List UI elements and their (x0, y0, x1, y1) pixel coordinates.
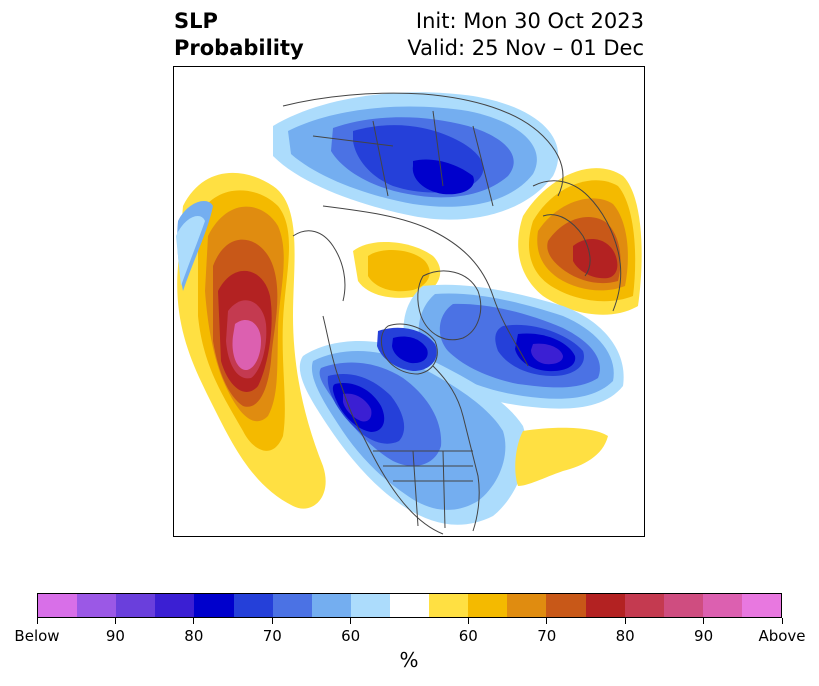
colorbar-tick-label: 80 (184, 627, 204, 645)
siberia-below-80 (412, 159, 474, 195)
colorbar-tick-mark (193, 618, 195, 624)
colorbar-segment (507, 594, 547, 617)
coastline-namerica-east (432, 365, 480, 532)
pacific-below-edge-light (176, 216, 205, 286)
colorbar-tick-label: Below (14, 627, 60, 645)
coastline-arctic (322, 205, 529, 367)
colorbar-tick-mark (36, 618, 38, 624)
colorbar-segment (429, 594, 469, 617)
colorbar-tick-mark (624, 618, 626, 624)
colorbar-segment (233, 594, 273, 617)
coastline-alaska (292, 230, 346, 302)
colorbar-segment (38, 594, 78, 617)
chart-title-left: SLP Probability (174, 8, 304, 62)
coastlines (282, 92, 622, 535)
title-product: Probability (174, 36, 304, 60)
colorbar-unit-label: % (399, 648, 419, 672)
colorbar-tick-mark (350, 618, 352, 624)
map-frame (173, 66, 645, 537)
colorbar-tick-mark (703, 618, 705, 624)
colorbar-segment (155, 594, 195, 617)
title-variable: SLP (174, 9, 218, 33)
valid-range: Valid: 25 Nov – 01 Dec (407, 36, 644, 60)
colorbar-tick-label: 80 (615, 627, 635, 645)
coastline-asia (282, 92, 564, 197)
hemisphere-mask (173, 66, 645, 537)
coastline-greenland (417, 270, 482, 341)
colorbar-segment (585, 594, 625, 617)
colorbar-tick-label: 60 (341, 627, 361, 645)
map-panel (173, 66, 645, 537)
colorbar-tick-mark (546, 618, 548, 624)
init-date: Init: Mon 30 Oct 2023 (415, 9, 644, 33)
colorbar-segment (741, 594, 782, 617)
country-borders-namerica (373, 450, 473, 529)
country-borders-asia (312, 110, 494, 207)
chart-title-right: Init: Mon 30 Oct 2023 Valid: 25 Nov – 01… (407, 8, 644, 62)
colorbar-segment (468, 594, 508, 617)
colorbar-segment (272, 594, 312, 617)
hudson-below-75 (392, 336, 428, 364)
europe-above-80 (573, 239, 618, 279)
arctic-above-65 (368, 249, 430, 292)
colorbar-tick-label: 60 (458, 627, 478, 645)
colorbar-tick-mark (781, 618, 783, 624)
colorbar-tick-mark (271, 618, 273, 624)
coastline-scandinavia (542, 214, 591, 277)
colorbar-segment (311, 594, 351, 617)
atlantic-below-85 (531, 343, 563, 365)
colorbar-segment (116, 594, 156, 617)
colorbar-segment (194, 594, 234, 617)
colorbar-tick-label: 90 (105, 627, 125, 645)
atlantic-above-60-patch (515, 427, 608, 486)
colorbar (37, 593, 782, 618)
colorbar-segment (624, 594, 664, 617)
colorbar-segment (546, 594, 586, 617)
colorbar-tick-mark (114, 618, 116, 624)
coastline-hudson (380, 323, 438, 375)
namerica-below-85 (343, 393, 372, 422)
colorbar-tick-label: 70 (262, 627, 282, 645)
colorbar-segment (389, 594, 430, 617)
pacific-above-90 (232, 320, 261, 371)
probability-field (176, 92, 642, 525)
colorbar-tick-label: 70 (537, 627, 557, 645)
colorbar-tick-label: Above (758, 627, 806, 645)
colorbar-segment (77, 594, 117, 617)
coastline-europe (532, 180, 622, 312)
colorbar-segment (702, 594, 742, 617)
colorbar-segment (663, 594, 703, 617)
colorbar-tick-label: 90 (694, 627, 714, 645)
colorbar-segment (350, 594, 390, 617)
colorbar-tick-mark (467, 618, 469, 624)
coastline-namerica-west (322, 315, 444, 535)
